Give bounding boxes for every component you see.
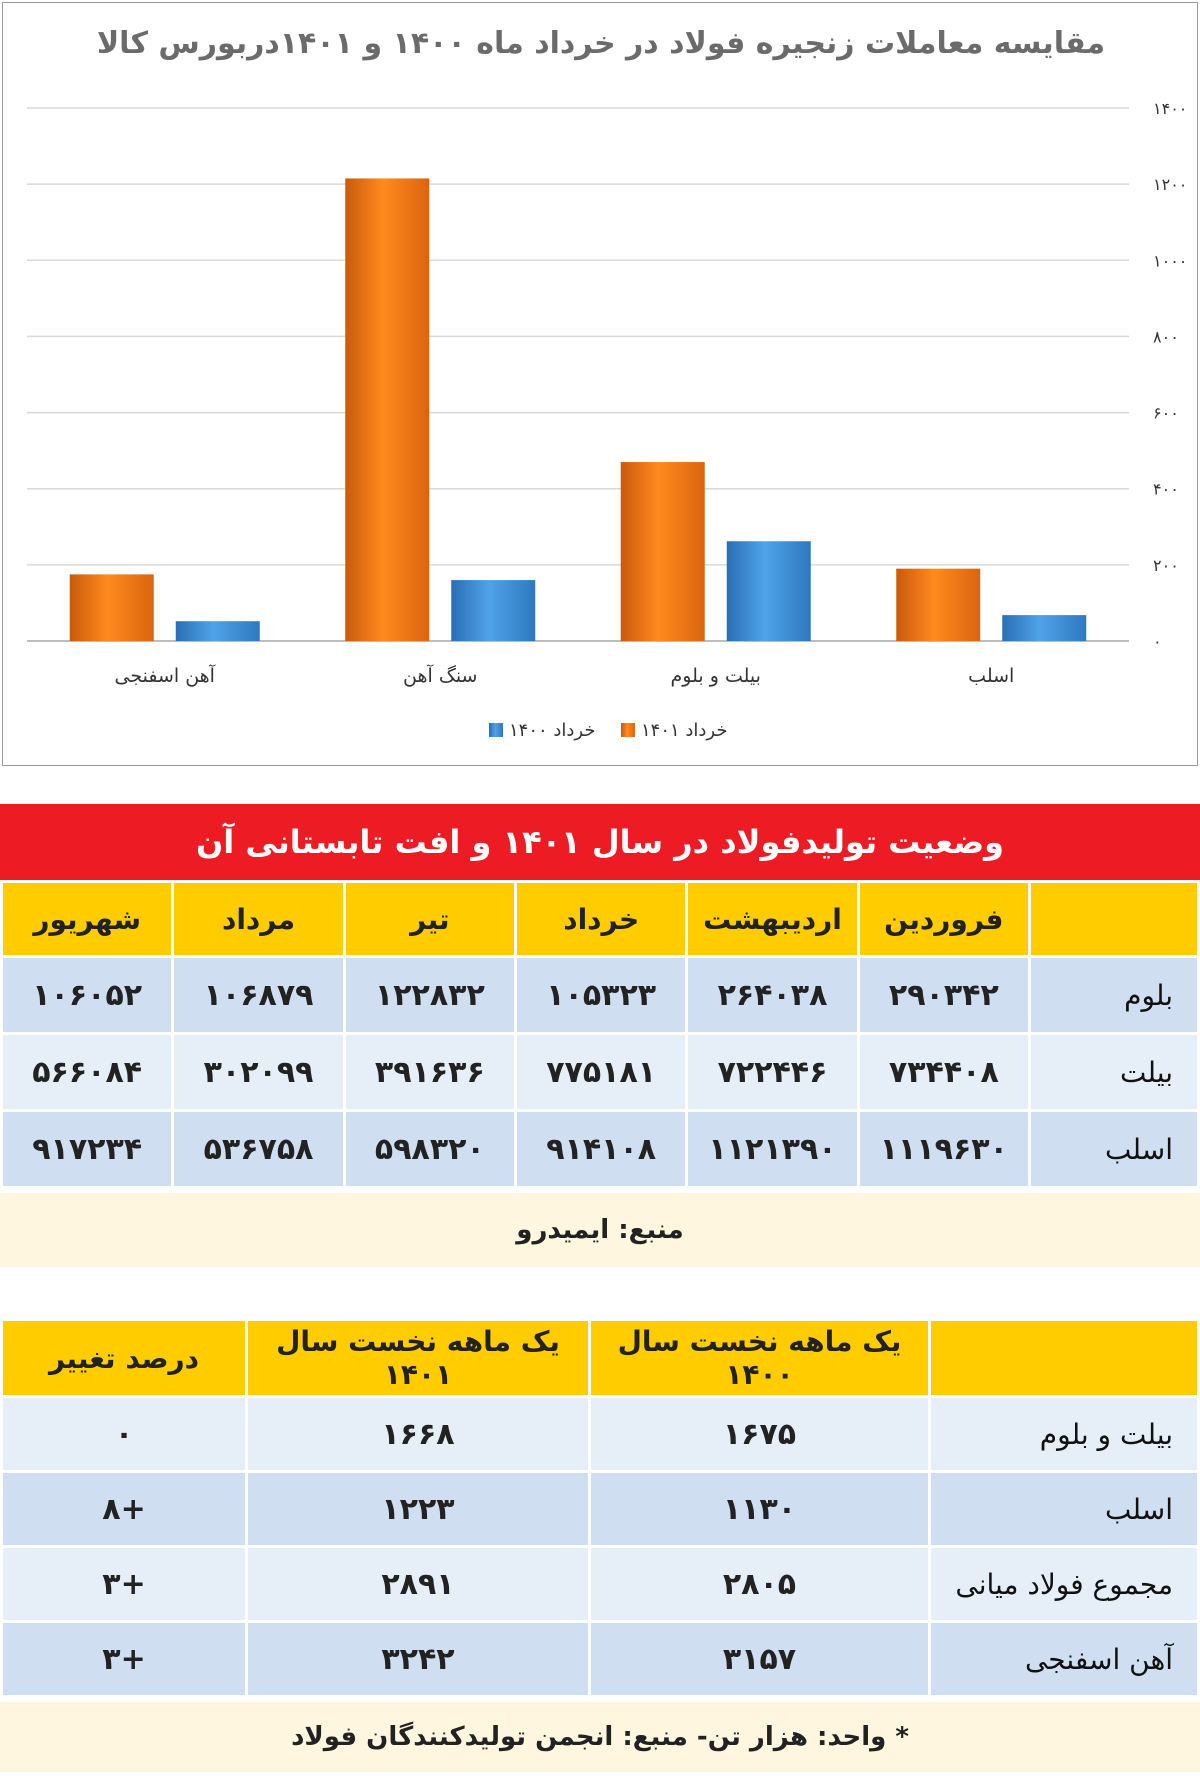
bar-series-1400 — [175, 621, 260, 641]
bar-series-1400 — [451, 580, 536, 641]
table-row: مجموع فولاد میانی ۲۸۰۵ ۲۸۹۱ +۳ — [3, 1548, 1197, 1620]
month-header: تیر — [345, 883, 515, 955]
table-cell: ۷۲۲۴۴۶ — [688, 1035, 857, 1109]
chart-title: مقایسه معاملات زنجیره فولاد در خرداد ماه… — [97, 26, 1105, 61]
month-header: اردیبهشت — [688, 883, 857, 955]
header-corner — [931, 1321, 1197, 1395]
month-header: فروردین — [859, 883, 1028, 955]
y-tick-label: ۱۴۰۰ — [1153, 99, 1187, 118]
y-tick-label: ۶۰۰ — [1153, 404, 1179, 423]
table-row: بیلت ۷۳۴۴۰۸ ۷۲۲۴۴۶ ۷۷۵۱۸۱ ۳۹۱۶۳۶ ۳۰۲۰۹۹ ۵۶۶۰۸۴ — [3, 1035, 1197, 1109]
table-cell: ۲۸۹۱ — [248, 1548, 588, 1620]
bar-series-1400 — [726, 541, 811, 641]
production-table-grid: فروردین اردیبهشت خرداد تیر مرداد شهریور بلوم ۲… — [0, 880, 1200, 1189]
row-label: اسلب — [1031, 1112, 1197, 1186]
y-tick-label: ۴۰۰ — [1153, 480, 1179, 499]
column-header: یک ماهه نخست سال ۱۴۰۱ — [248, 1321, 588, 1395]
table-cell: ۱۲۲۳ — [248, 1473, 588, 1545]
bar-series-1401 — [620, 462, 705, 641]
table-cell: ۱۱۱۹۶۳۰ — [859, 1112, 1028, 1186]
y-tick-label: ۲۰۰ — [1153, 556, 1179, 575]
legend-swatch — [621, 723, 635, 737]
legend-label: خرداد ۱۴۰۱ — [641, 720, 727, 741]
table-cell: ۱۶۶۸ — [248, 1398, 588, 1470]
production-table-title: وضعیت تولیدفولاد در سال ۱۴۰۱ و افت تابست… — [0, 804, 1200, 880]
y-tick-label: ۱۰۰۰ — [1153, 251, 1187, 270]
comparison-table-grid: یک ماهه نخست سال ۱۴۰۰ یک ماهه نخست سال ۱۴… — [0, 1318, 1200, 1698]
table-cell: ۱۲۲۸۳۲ — [345, 958, 515, 1032]
category-label: آهن اسفنجی — [115, 663, 216, 687]
table-cell: ۵۶۶۰۸۴ — [3, 1035, 172, 1109]
bar-chart: مقایسه معاملات زنجیره فولاد در خرداد ماه… — [27, 26, 1187, 741]
table-cell: ۳۰۲۰۹۹ — [174, 1035, 343, 1109]
category-label: سنگ آهن — [403, 663, 477, 687]
table-cell: +۳ — [3, 1548, 245, 1620]
table-cell: ۳۲۴۲ — [248, 1623, 588, 1695]
table-cell: ۰ — [3, 1398, 245, 1470]
category-label: اسلب — [968, 665, 1014, 687]
row-label: آهن اسفنجی — [931, 1623, 1197, 1695]
month-header: مرداد — [174, 883, 343, 955]
table-cell: ۱۰۶۸۷۹ — [174, 958, 343, 1032]
column-header: یک ماهه نخست سال ۱۴۰۰ — [591, 1321, 928, 1395]
table-cell: ۳۱۵۷ — [591, 1623, 928, 1695]
header-corner — [1031, 883, 1197, 955]
comparison-table: یک ماهه نخست سال ۱۴۰۰ یک ماهه نخست سال ۱۴… — [0, 1318, 1200, 1772]
table-row: اسلب ۱۱۱۹۶۳۰ ۱۱۲۱۳۹۰ ۹۱۴۱۰۸ ۵۹۸۳۲۰ ۵۳۶۷۵۸ ۹۱۷۲… — [3, 1112, 1197, 1186]
table-row: بیلت و بلوم ۱۶۷۵ ۱۶۶۸ ۰ — [3, 1398, 1197, 1470]
row-label: بلوم — [1031, 958, 1197, 1032]
table-row: بلوم ۲۹۰۳۴۲ ۲۶۴۰۳۸ ۱۰۵۳۲۳ ۱۲۲۸۳۲ ۱۰۶۸۷۹ ۱۰۶۰۵۲ — [3, 958, 1197, 1032]
bar-series-1401 — [896, 568, 981, 641]
comparison-table-footnote: * واحد: هزار تن- منبع: انجمن تولیدکنندگا… — [0, 1702, 1200, 1772]
row-label: اسلب — [931, 1473, 1197, 1545]
table-cell: +۳ — [3, 1623, 245, 1695]
y-tick-label: ۱۲۰۰ — [1153, 175, 1187, 194]
bar-series-1401 — [345, 178, 430, 642]
table-cell: +۸ — [3, 1473, 245, 1545]
y-tick-label: ۸۰۰ — [1153, 327, 1179, 346]
bar-series-1400 — [1002, 615, 1087, 641]
row-label: بیلت — [1031, 1035, 1197, 1109]
table-cell: ۵۹۸۳۲۰ — [345, 1112, 515, 1186]
table-row: اسلب ۱۱۳۰ ۱۲۲۳ +۸ — [3, 1473, 1197, 1545]
bar-series-1401 — [69, 574, 154, 641]
table-row: آهن اسفنجی ۳۱۵۷ ۳۲۴۲ +۳ — [3, 1623, 1197, 1695]
y-tick-label: ۰ — [1153, 632, 1162, 651]
table-cell: ۵۳۶۷۵۸ — [174, 1112, 343, 1186]
table-cell: ۹۱۷۲۳۴ — [3, 1112, 172, 1186]
table-cell: ۲۸۰۵ — [591, 1548, 928, 1620]
column-header: درصد تغییر — [3, 1321, 245, 1395]
table-cell: ۲۹۰۳۴۲ — [859, 958, 1028, 1032]
month-header: خرداد — [517, 883, 686, 955]
bar-chart-panel: مقایسه معاملات زنجیره فولاد در خرداد ماه… — [2, 2, 1198, 766]
row-label: بیلت و بلوم — [931, 1398, 1197, 1470]
table-cell: ۱۶۷۵ — [591, 1398, 928, 1470]
category-label: بیلت و بلوم — [671, 665, 761, 687]
row-label: مجموع فولاد میانی — [931, 1548, 1197, 1620]
table-cell: ۲۶۴۰۳۸ — [688, 958, 857, 1032]
table-cell: ۱۰۶۰۵۲ — [3, 958, 172, 1032]
table-cell: ۱۱۳۰ — [591, 1473, 928, 1545]
production-table: وضعیت تولیدفولاد در سال ۱۴۰۱ و افت تابست… — [0, 804, 1200, 1267]
table-cell: ۷۷۵۱۸۱ — [517, 1035, 686, 1109]
legend-swatch — [489, 723, 503, 737]
month-header: شهریور — [3, 883, 172, 955]
table-cell: ۱۰۵۳۲۳ — [517, 958, 686, 1032]
legend-label: خرداد ۱۴۰۰ — [509, 720, 595, 741]
table-cell: ۷۳۴۴۰۸ — [859, 1035, 1028, 1109]
production-table-source: منبع: ایمیدرو — [0, 1193, 1200, 1267]
table-cell: ۱۱۲۱۳۹۰ — [688, 1112, 857, 1186]
table-cell: ۹۱۴۱۰۸ — [517, 1112, 686, 1186]
table-cell: ۳۹۱۶۳۶ — [345, 1035, 515, 1109]
